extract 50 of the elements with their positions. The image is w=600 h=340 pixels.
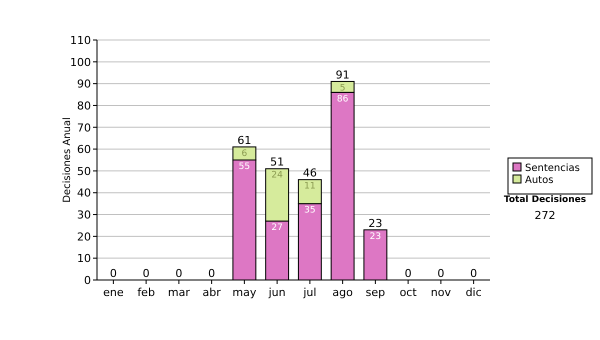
total-label: 0 — [404, 267, 412, 280]
y-tick-label: 40 — [77, 186, 91, 200]
total-label: 91 — [336, 68, 350, 82]
total-label: 0 — [470, 267, 478, 280]
total-label: 61 — [237, 134, 252, 147]
y-tick-label: 10 — [77, 252, 91, 266]
data-label: 35 — [304, 206, 316, 216]
y-tick-label: 60 — [77, 143, 91, 156]
y-tick-label: 70 — [77, 121, 91, 134]
legend-label: Autos — [525, 175, 554, 186]
total-label: 46 — [302, 166, 317, 180]
x-tick-label: jul — [302, 286, 316, 299]
x-tick-label: jun — [268, 286, 286, 299]
x-tick-label: abr — [202, 286, 222, 299]
data-label: 5 — [340, 83, 346, 94]
x-tick-label: may — [232, 286, 257, 299]
total-label: 0 — [208, 267, 216, 280]
legend-label: Sentencias — [525, 163, 580, 174]
data-label: 6 — [242, 148, 248, 159]
y-tick-label: 50 — [77, 164, 91, 178]
x-tick-label: nov — [430, 286, 452, 299]
text: Total Decisiones — [504, 195, 586, 205]
data-label: 11 — [304, 182, 316, 192]
total-label: 23 — [368, 216, 382, 230]
total-label: 0 — [110, 267, 117, 280]
text: 272 — [534, 209, 556, 222]
x-tick-label: dic — [466, 286, 482, 299]
x-tick-label: mar — [168, 286, 190, 299]
y-tick-label: 110 — [70, 34, 91, 47]
y-tick-label: 30 — [77, 208, 91, 222]
y-tick-label: 90 — [77, 78, 91, 91]
y-tick-label: 80 — [77, 99, 91, 112]
data-label: 24 — [271, 170, 284, 181]
x-tick-label: feb — [137, 286, 155, 299]
x-tick-label: oct — [400, 286, 418, 299]
x-tick-label: sep — [366, 286, 386, 299]
total-label: 0 — [437, 267, 444, 280]
x-tick-label: ene — [103, 286, 124, 299]
x-tick-label: ago — [332, 286, 354, 299]
y-tick-label: 0 — [84, 274, 91, 287]
data-label: 23 — [370, 232, 382, 242]
y-axis-title: Decisiones Anual — [62, 117, 73, 203]
total-label: 0 — [175, 267, 182, 280]
y-tick-label: 20 — [77, 230, 91, 244]
data-label: 86 — [336, 94, 349, 104]
total-label: 0 — [142, 267, 150, 280]
total-label: 51 — [270, 156, 284, 169]
data-label: 27 — [271, 223, 283, 234]
y-tick-label: 100 — [70, 56, 91, 69]
data-label: 55 — [238, 162, 250, 172]
